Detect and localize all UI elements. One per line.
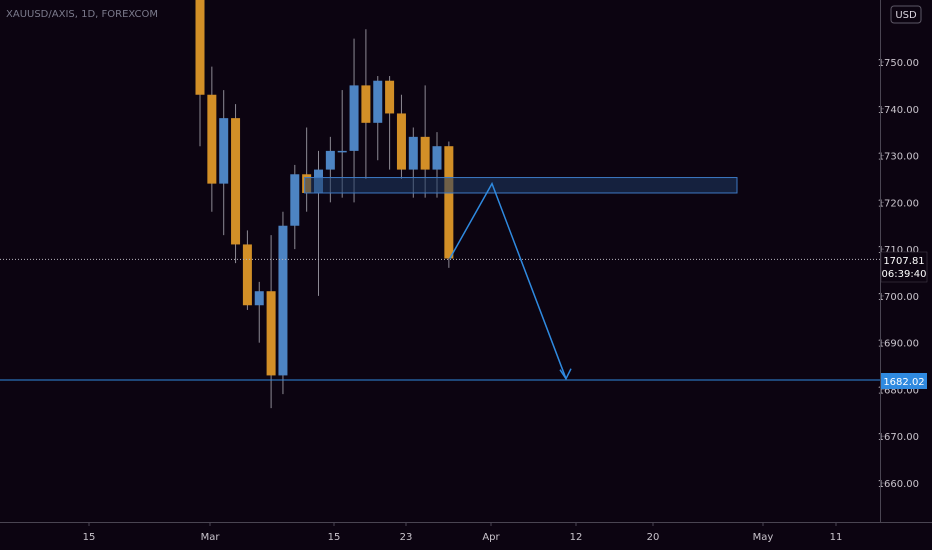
candles-layer: [195, 0, 454, 409]
currency-label: USD: [895, 10, 917, 21]
candle: [195, 0, 205, 147]
x-tick-label: Mar: [201, 532, 221, 543]
candle: [396, 94, 406, 179]
candle-body: [396, 113, 406, 170]
currency-badge[interactable]: USD: [890, 5, 922, 24]
x-tick-label: 15: [83, 532, 96, 543]
x-tick-label: 11: [830, 532, 843, 543]
y-tick-label: 1670.00: [878, 432, 919, 443]
y-tick-label: 1740.00: [878, 105, 919, 116]
candle: [349, 38, 359, 203]
candle-body: [408, 136, 418, 170]
projection-path[interactable]: [449, 181, 567, 379]
candle: [290, 164, 300, 250]
candle-body: [278, 225, 288, 376]
candle-body: [207, 94, 217, 184]
candle: [444, 141, 454, 268]
candle-body: [373, 80, 383, 123]
candle: [207, 66, 217, 212]
y-tick-label: 1730.00: [878, 152, 919, 163]
candle-body: [290, 174, 300, 226]
candle-body: [420, 136, 430, 170]
candle: [219, 90, 229, 236]
y-tick-label: 1660.00: [878, 479, 919, 490]
candle: [278, 211, 288, 395]
target-price-tag: 1682.02: [881, 373, 927, 389]
y-tick-label: 1720.00: [878, 198, 919, 209]
resistance-zone[interactable]: [304, 177, 738, 194]
countdown-label: 06:39:40: [882, 269, 927, 280]
time-axis[interactable]: 15 Mar 15 23 Apr 12 20 May 11: [83, 522, 843, 543]
annotations-layer: [0, 177, 880, 381]
projection-arrowhead: [559, 368, 572, 381]
candle-body: [432, 146, 442, 170]
y-tick-label: 1700.00: [878, 292, 919, 303]
y-tick-label: 1680.00: [878, 385, 919, 396]
candle-body: [349, 85, 359, 151]
candle-body: [444, 146, 454, 259]
y-tick-label: 1750.00: [878, 58, 919, 69]
current-price-label: 1707.81: [883, 256, 924, 267]
x-tick-label: May: [753, 532, 774, 543]
candle-body: [266, 291, 276, 376]
candle: [242, 230, 252, 310]
price-axis[interactable]: 1750.00 1740.00 1730.00 1720.00 1710.00 1700.…: [878, 58, 919, 490]
candle-body: [254, 291, 264, 306]
candle-body: [231, 118, 241, 245]
y-tick-label: 1690.00: [878, 339, 919, 350]
candle: [385, 76, 395, 170]
x-tick-label: 15: [328, 532, 341, 543]
x-tick-label: 20: [647, 532, 660, 543]
candle: [266, 235, 276, 409]
candle-body: [195, 0, 205, 95]
candle-body: [219, 118, 229, 184]
target-price-label: 1682.02: [883, 377, 924, 388]
candle-body: [337, 150, 347, 153]
candle-body: [361, 85, 371, 123]
symbol-header: XAUUSD/AXIS, 1D, FOREXCOM: [6, 9, 158, 20]
x-tick-label: 12: [570, 532, 583, 543]
candle-body: [385, 80, 395, 114]
candle-body: [325, 150, 335, 170]
candle: [361, 29, 371, 179]
candle: [254, 281, 264, 343]
candle-body: [242, 244, 252, 306]
x-tick-label: 23: [400, 532, 413, 543]
current-price-tag: 1707.81 06:39:40: [880, 251, 928, 283]
x-tick-label: Apr: [482, 532, 500, 543]
candle: [373, 76, 383, 161]
y-tick-label: 1710.00: [878, 245, 919, 256]
candle: [231, 104, 241, 264]
